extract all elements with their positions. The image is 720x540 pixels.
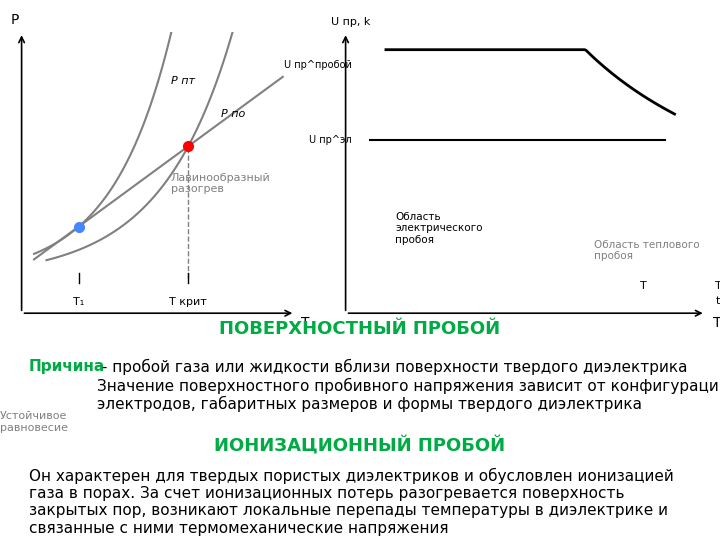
Text: ИОНИЗАЦИОННЫЙ ПРОБОЙ: ИОНИЗАЦИОННЫЙ ПРОБОЙ bbox=[215, 436, 505, 455]
Text: U пр^пробой: U пр^пробой bbox=[284, 60, 352, 70]
Text: P пт: P пт bbox=[171, 76, 195, 86]
Text: Он характерен для твердых пористых диэлектриков и обусловлен ионизацией
газа в п: Он характерен для твердых пористых диэле… bbox=[29, 468, 673, 536]
Text: T: T bbox=[640, 281, 647, 291]
Text: P по: P по bbox=[220, 109, 245, 119]
Text: Область
электрического
пробоя: Область электрического пробоя bbox=[395, 212, 482, 245]
Text: T: T bbox=[713, 316, 720, 330]
Text: Лавинообразный
разогрев: Лавинообразный разогрев bbox=[171, 173, 271, 194]
Text: T крит: T крит bbox=[715, 281, 720, 291]
Text: T: T bbox=[301, 316, 309, 330]
Text: T₁: T₁ bbox=[73, 297, 84, 307]
Text: - пробой газа или жидкости вблизи поверхности твердого диэлектрика
Значение пове: - пробой газа или жидкости вблизи поверх… bbox=[97, 359, 720, 413]
Text: U пр, k: U пр, k bbox=[331, 17, 371, 27]
Text: Область теплового
пробоя: Область теплового пробоя bbox=[594, 240, 700, 261]
Text: Причина: Причина bbox=[29, 359, 105, 374]
Text: Устойчивое
равновесие: Устойчивое равновесие bbox=[0, 411, 68, 433]
Text: T крит: T крит bbox=[169, 297, 207, 307]
Text: U пр^эл: U пр^эл bbox=[309, 136, 352, 145]
Text: P: P bbox=[11, 13, 19, 27]
Text: ПОВЕРХНОСТНЫЙ ПРОБОЙ: ПОВЕРХНОСТНЫЙ ПРОБОЙ bbox=[220, 320, 500, 338]
Text: t крит: t крит bbox=[716, 296, 720, 306]
